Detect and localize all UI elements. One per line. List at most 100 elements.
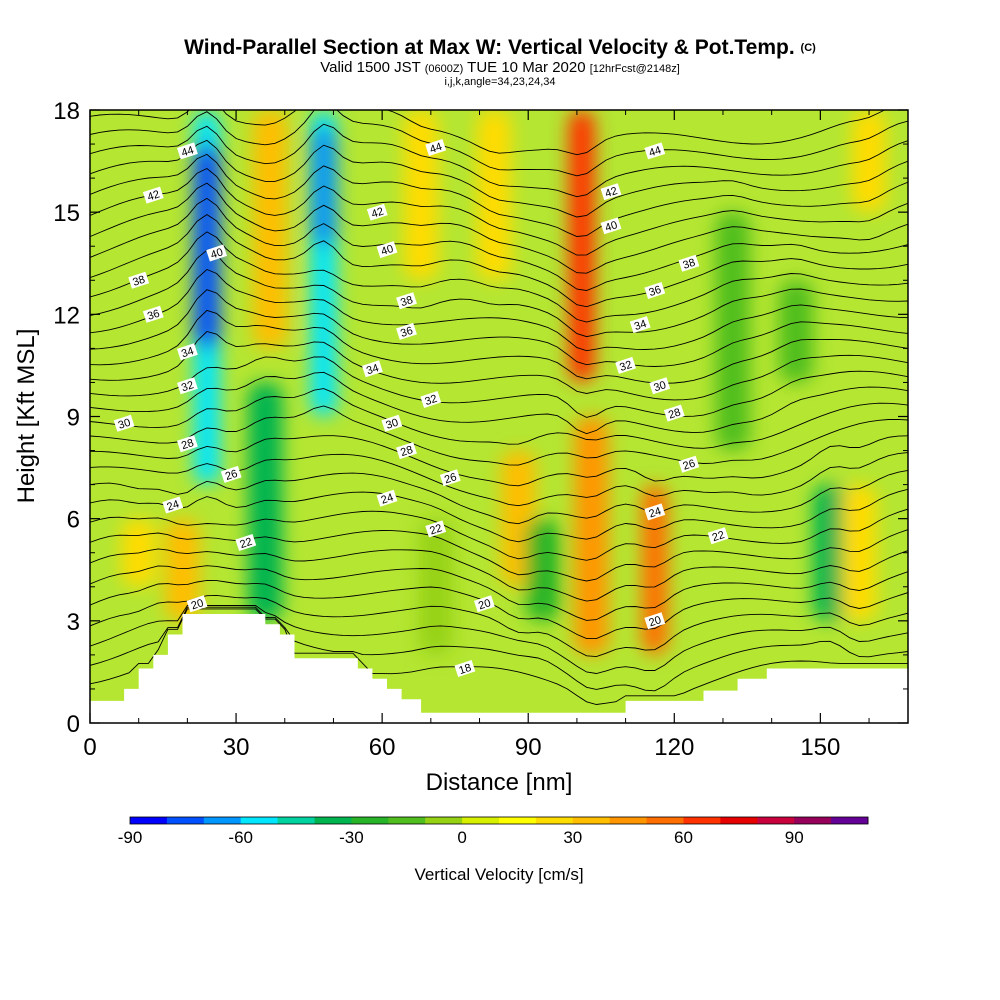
theta-label-text: 42 — [370, 206, 385, 221]
theta-label-bg — [376, 241, 398, 259]
theta-label: 32 — [615, 356, 637, 374]
theta-label-text: 40 — [209, 246, 224, 261]
theta-contour-45 — [90, 123, 908, 198]
theta-label: 30 — [649, 377, 671, 395]
w-cell-3 — [310, 127, 337, 247]
colorbar-swatch — [609, 817, 648, 824]
colorbar — [129, 816, 869, 825]
theta-label: 42 — [600, 183, 622, 201]
theta-label: 38 — [678, 254, 700, 272]
theta-label-bg — [206, 244, 228, 262]
theta-contour-30 — [90, 388, 908, 449]
theta-label-text: 26 — [443, 471, 458, 486]
theta-label-text: 44 — [647, 144, 662, 159]
colorbar-swatch — [794, 817, 832, 824]
colorbar-swatch — [166, 817, 205, 824]
theta-label-text: 24 — [647, 505, 662, 520]
w-cell-19 — [418, 518, 453, 655]
colorbar-tick-label: -60 — [228, 828, 253, 847]
theta-contour-43 — [90, 153, 908, 237]
theta-label: 24 — [376, 489, 398, 507]
w-cell-7 — [404, 110, 439, 281]
theta-label-bg — [707, 527, 729, 545]
theta-label-bg — [235, 534, 257, 551]
theta-label: 20 — [186, 595, 208, 612]
colorbar-swatch — [462, 817, 500, 824]
theta-label-bg — [454, 660, 476, 677]
theta-label-bg — [649, 377, 671, 395]
theta-label-bg — [629, 316, 651, 334]
colorbar-swatch — [130, 817, 168, 824]
theta-label-text: 44 — [180, 144, 195, 159]
theta-contour-20 — [90, 579, 908, 640]
theta-label-bg — [162, 496, 184, 514]
theta-label-bg — [381, 414, 403, 432]
theta-label-text: 36 — [146, 308, 161, 323]
theta-contour-25 — [90, 488, 908, 543]
valid-date: TUE 10 Mar 2020 — [467, 59, 586, 76]
theta-label-bg — [361, 360, 383, 378]
x-axis-label: Distance [nm] — [426, 769, 573, 796]
theta-label: 18 — [454, 660, 476, 677]
chart-title-block: Wind-Parallel Section at Max W: Vertical… — [0, 36, 1000, 88]
theta-label-bg — [600, 183, 622, 201]
theta-label-text: 26 — [682, 458, 697, 473]
theta-label: 32 — [420, 391, 442, 408]
theta-label-text: 34 — [365, 362, 380, 377]
vertical-velocity-field — [121, 110, 887, 655]
x-tick-label: 0 — [83, 734, 96, 761]
theta-label-text: 42 — [604, 185, 619, 200]
w-cell-6 — [253, 110, 288, 349]
y-tick-label: 6 — [67, 507, 80, 534]
theta-contour-29 — [90, 405, 908, 466]
theta-label: 20 — [473, 595, 495, 612]
theta-label-text: 30 — [117, 417, 132, 432]
theta-label-text: 44 — [428, 141, 443, 156]
theta-label-bg — [176, 435, 198, 453]
theta-contour-42 — [90, 167, 908, 256]
theta-label-text: 18 — [458, 662, 473, 677]
theta-label: 24 — [644, 503, 666, 520]
colorbar-swatch — [388, 817, 426, 824]
theta-label-bg — [176, 142, 198, 160]
colorbar-swatch — [683, 817, 721, 824]
theta-label: 40 — [376, 241, 398, 259]
colorbar-swatch — [351, 817, 389, 824]
theta-label: 40 — [600, 217, 622, 234]
theta-contour-18 — [90, 605, 908, 674]
theta-label-text: 38 — [399, 294, 414, 309]
theta-label-bg — [128, 271, 150, 289]
y-tick-label: 3 — [67, 609, 80, 636]
theta-label-bg — [644, 282, 666, 299]
colorbar-tick-label: 30 — [563, 828, 582, 847]
theta-label-text: 36 — [399, 325, 414, 340]
theta-label: 28 — [663, 404, 685, 422]
colorbar-tick-label: 90 — [785, 828, 804, 847]
valid-prefix: Valid 1500 JST — [320, 59, 421, 76]
theta-label: 32 — [176, 377, 198, 395]
theta-label-text: 20 — [190, 597, 205, 612]
colorbar-frame — [129, 816, 869, 825]
theta-contour-19 — [90, 594, 908, 658]
theta-contour-17 — [90, 606, 908, 692]
theta-contours — [90, 110, 908, 705]
theta-label-bg — [176, 377, 198, 395]
plot-area: 4442403836343230282624222044424038363432… — [90, 110, 908, 723]
theta-label-bg — [678, 254, 700, 272]
valid-utc: (0600Z) — [424, 63, 464, 75]
theta-label-text: 34 — [633, 318, 648, 333]
theta-label-bg — [678, 455, 700, 473]
theta-label-bg — [142, 186, 164, 204]
theta-contour-labels: 4442403836343230282624222044424038363432… — [113, 139, 729, 677]
theta-contour-22 — [90, 548, 908, 602]
colorbar-tick-label: -30 — [339, 828, 364, 847]
theta-label: 28 — [396, 442, 417, 459]
theta-label-bg — [615, 356, 637, 374]
w-cell-13 — [525, 518, 560, 621]
y-tick-label: 9 — [67, 405, 80, 432]
theta-label-text: 26 — [224, 468, 239, 483]
theta-contour-34 — [90, 309, 908, 384]
theta-contour-40 — [90, 197, 908, 291]
y-tick-label: 12 — [53, 302, 80, 329]
